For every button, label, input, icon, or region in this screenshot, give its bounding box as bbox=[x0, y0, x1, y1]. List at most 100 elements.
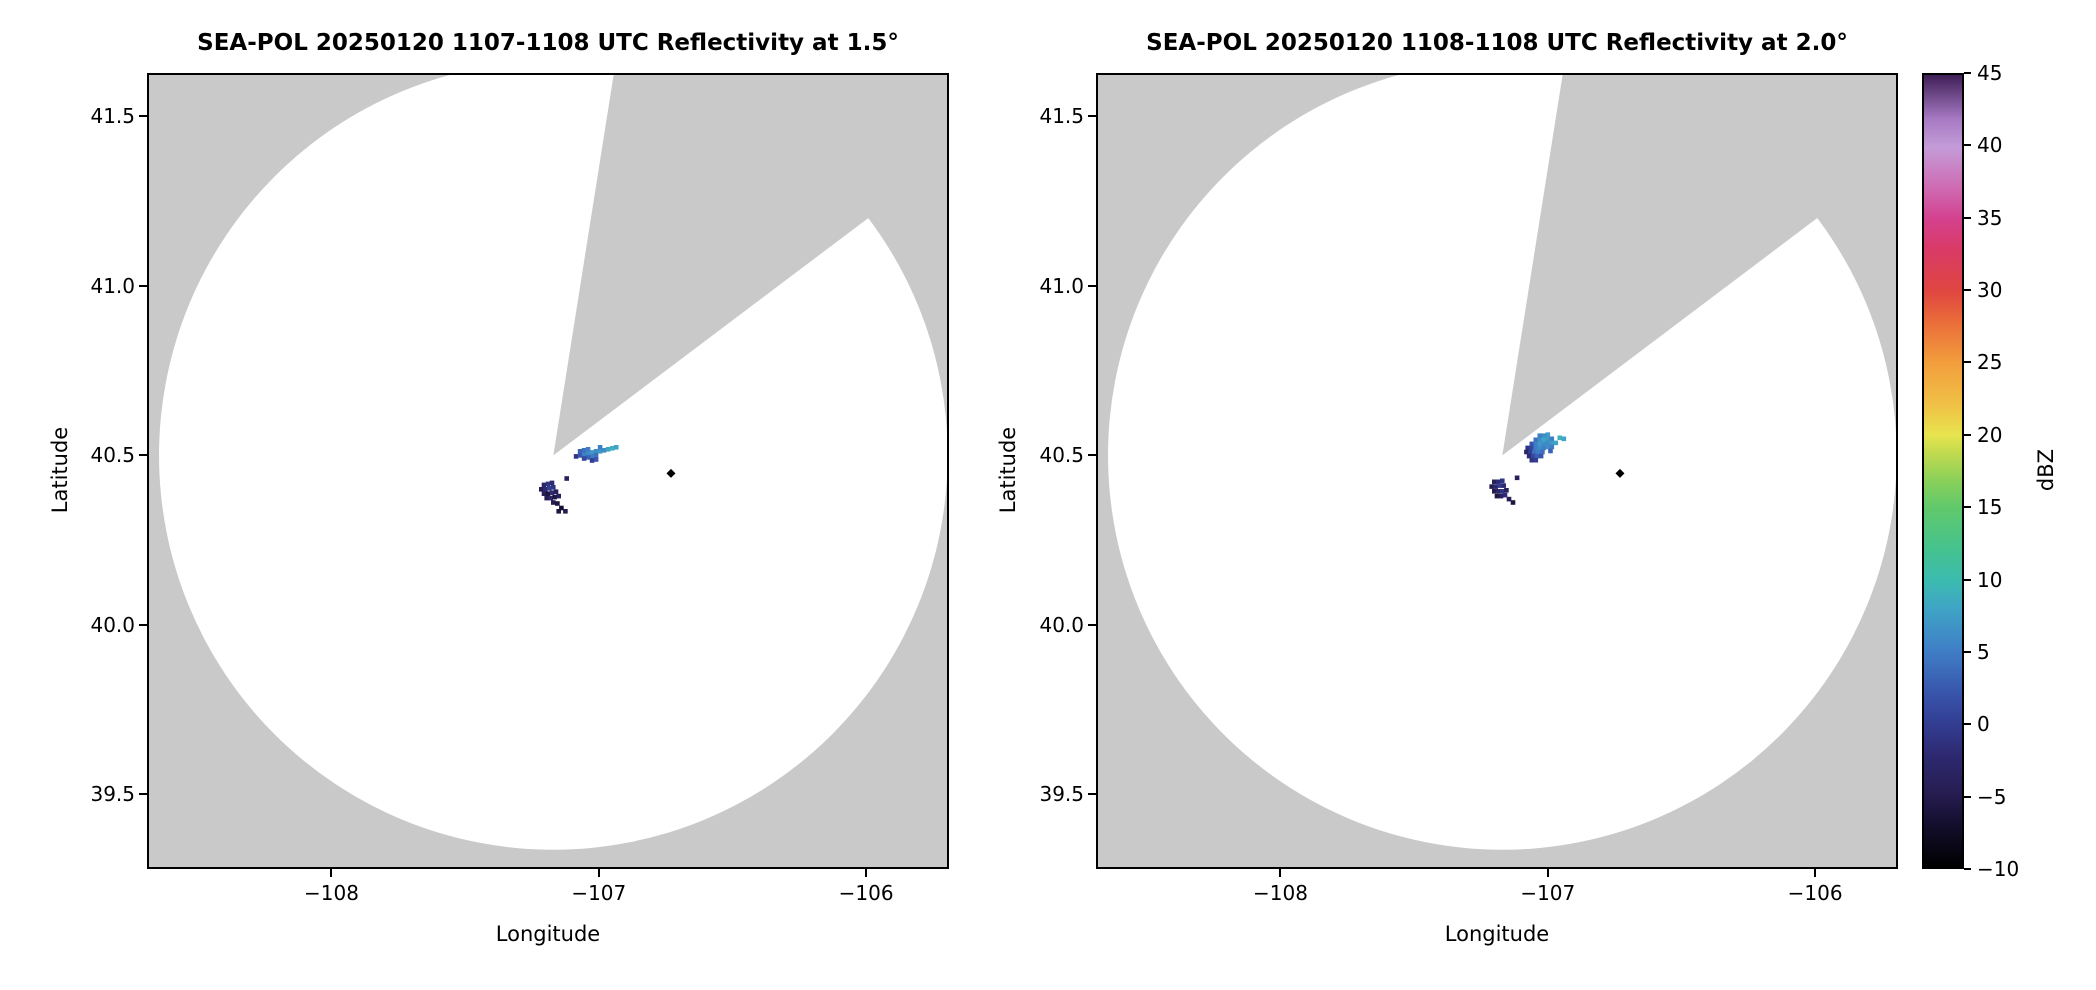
reflectivity-cell bbox=[1506, 496, 1512, 502]
reflectivity-cell bbox=[1538, 453, 1544, 459]
y-tick-label: 40.5 bbox=[90, 443, 135, 468]
reflectivity-cell bbox=[1510, 500, 1516, 505]
reflectivity-cell bbox=[585, 447, 591, 452]
x-tick-label: −107 bbox=[571, 881, 627, 905]
y-tick bbox=[1088, 284, 1096, 287]
reflectivity-cell bbox=[1501, 483, 1506, 488]
reflectivity-cell bbox=[593, 457, 599, 462]
reflectivity-cell bbox=[1532, 449, 1537, 455]
reflectivity-cell bbox=[1529, 457, 1535, 463]
reflectivity-cell bbox=[1492, 489, 1497, 494]
reflectivity-cell bbox=[556, 493, 561, 499]
reflectivity-cell bbox=[1545, 432, 1551, 437]
reflectivity-cell bbox=[581, 448, 587, 453]
colorbar-tick-label: 10 bbox=[1977, 567, 2003, 592]
reflectivity-cell bbox=[551, 500, 556, 505]
reflectivity-cell bbox=[1540, 449, 1545, 455]
reflectivity-cell bbox=[593, 453, 599, 458]
colorbar-tick-label: −10 bbox=[1977, 857, 2020, 881]
x-tick bbox=[1546, 869, 1549, 877]
colorbar-tick-label: 0 bbox=[1977, 712, 1990, 737]
reflectivity-cell bbox=[541, 482, 547, 488]
y-axis-label-right: Latitude bbox=[996, 426, 1020, 514]
blocked-sector bbox=[553, 73, 949, 456]
y-tick bbox=[1088, 454, 1096, 457]
reflectivity-cell bbox=[548, 495, 553, 501]
radar-plot-left bbox=[147, 73, 949, 869]
x-tick bbox=[1814, 869, 1817, 877]
colorbar-tick bbox=[1964, 795, 1971, 798]
y-tick bbox=[139, 115, 147, 118]
colorbar-tick-label: 40 bbox=[1977, 133, 2003, 158]
reflectivity-cell bbox=[581, 452, 587, 457]
y-tick bbox=[1088, 115, 1096, 118]
reflectivity-cell bbox=[1549, 436, 1555, 442]
reflectivity-cell bbox=[577, 449, 583, 454]
colorbar-tick bbox=[1964, 868, 1971, 870]
y-tick bbox=[1088, 623, 1096, 626]
reflectivity-cell bbox=[1545, 436, 1551, 442]
reflectivity-cell bbox=[1541, 437, 1547, 443]
reflectivity-cell bbox=[559, 505, 564, 511]
colorbar-tick bbox=[1964, 72, 1971, 74]
y-tick bbox=[1088, 793, 1096, 796]
reflectivity-cell bbox=[1557, 435, 1563, 441]
y-tick-label: 41.5 bbox=[90, 104, 135, 129]
reflectivity-cell bbox=[1526, 453, 1532, 459]
reflectivity-cell bbox=[564, 476, 569, 481]
reflectivity-cell bbox=[545, 491, 551, 496]
y-tick bbox=[139, 623, 147, 626]
reflectivity-cell bbox=[1541, 445, 1547, 451]
reflectivity-cell bbox=[1504, 488, 1509, 493]
panel-title-right: SEA-POL 20250120 1108-1108 UTC Reflectiv… bbox=[1146, 30, 1848, 56]
reflectivity-cell bbox=[1528, 449, 1533, 455]
y-tick-label: 41.0 bbox=[1039, 273, 1084, 298]
colorbar-tick bbox=[1964, 144, 1971, 147]
x-tick bbox=[865, 869, 868, 877]
reflectivity-cell bbox=[563, 509, 568, 514]
x-tick-label: −108 bbox=[1252, 881, 1308, 905]
reflectivity-cell bbox=[1525, 445, 1530, 451]
y-tick bbox=[139, 454, 147, 457]
reflectivity-cell bbox=[1533, 457, 1539, 463]
reflectivity-cell bbox=[547, 486, 552, 491]
reflectivity-cell bbox=[1549, 444, 1555, 450]
reflectivity-echoes bbox=[1489, 432, 1567, 505]
reflectivity-cell bbox=[1514, 475, 1520, 481]
reflectivity-cell bbox=[1541, 441, 1547, 447]
reflectivity-cell bbox=[577, 453, 583, 458]
reflectivity-cell bbox=[552, 494, 557, 500]
y-axis-label-left: Latitude bbox=[48, 426, 72, 514]
x-tick-label: −106 bbox=[1787, 881, 1843, 905]
y-tick bbox=[139, 793, 147, 796]
colorbar-tick bbox=[1964, 650, 1971, 653]
x-tick bbox=[597, 869, 600, 877]
reflectivity-cell bbox=[1492, 479, 1497, 485]
reflectivity-cell bbox=[1537, 437, 1543, 443]
reflectivity-cell bbox=[581, 456, 587, 461]
reflectivity-cell bbox=[1534, 453, 1540, 459]
colorbar-tick-label: 15 bbox=[1977, 495, 2003, 520]
colorbar bbox=[1922, 73, 1964, 869]
reflectivity-cell bbox=[589, 450, 595, 455]
colorbar-tick bbox=[1964, 216, 1971, 219]
colorbar-tick bbox=[1964, 361, 1971, 364]
reflectivity-cell bbox=[549, 480, 555, 486]
radar-plot-right bbox=[1096, 73, 1898, 869]
reflectivity-cell bbox=[549, 490, 555, 495]
reflectivity-cell bbox=[589, 458, 595, 463]
colorbar-tick-label: 25 bbox=[1977, 350, 2003, 375]
reflectivity-cell bbox=[613, 445, 619, 450]
x-tick-label: −106 bbox=[838, 881, 894, 905]
reflectivity-cell bbox=[1502, 492, 1508, 498]
reflectivity-cell bbox=[597, 445, 603, 450]
reflectivity-cell bbox=[1494, 493, 1500, 499]
reflectivity-cell bbox=[555, 501, 560, 506]
reflectivity-cell bbox=[1496, 479, 1501, 485]
reflectivity-cell bbox=[1533, 441, 1539, 447]
reflectivity-cell bbox=[1529, 445, 1535, 451]
panel-title-left: SEA-POL 20250120 1107-1108 UTC Reflectiv… bbox=[197, 30, 899, 56]
reflectivity-cell bbox=[1533, 437, 1539, 443]
site-marker bbox=[1615, 468, 1625, 478]
reflectivity-cell bbox=[1493, 484, 1498, 489]
